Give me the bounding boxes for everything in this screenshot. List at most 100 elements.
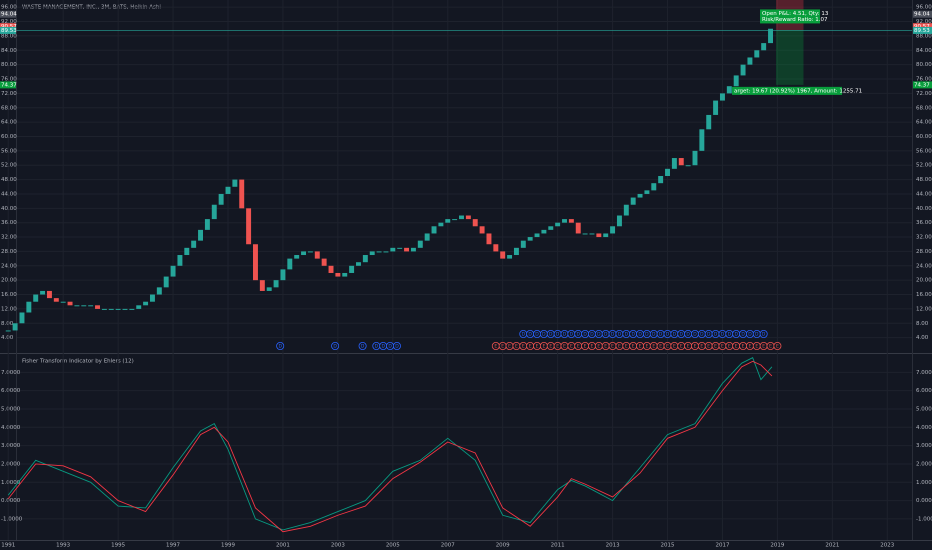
candle — [603, 233, 609, 238]
y-tick-label: -1.0000 — [1, 516, 23, 522]
event-label: D — [375, 344, 379, 350]
pnl-box — [760, 9, 821, 24]
event-label: E — [645, 344, 648, 350]
candle — [541, 229, 547, 234]
event-label: E — [563, 344, 566, 350]
y-tick-label: 56.00 — [916, 148, 932, 154]
target-zone — [776, 30, 804, 85]
candle — [754, 50, 760, 58]
candle — [513, 247, 519, 256]
candle — [726, 86, 732, 94]
x-tick-label: 2009 — [496, 543, 510, 549]
y-tick-label: 1.0000 — [1, 480, 21, 486]
y-tick-label: 52.00 — [1, 163, 17, 169]
event-label: E — [721, 344, 724, 350]
event-label: D — [728, 332, 732, 338]
event-label: D — [381, 344, 385, 350]
candle — [115, 308, 121, 310]
x-tick-label: 2017 — [715, 543, 729, 549]
event-label: D — [563, 332, 567, 338]
candle — [239, 179, 245, 209]
candle — [623, 204, 629, 216]
y-tick-label: 4.0000 — [916, 425, 932, 431]
event-label: E — [694, 344, 697, 350]
event-marker — [358, 341, 367, 350]
candle — [768, 28, 774, 44]
y-tick-label: 96.00 — [1, 5, 17, 11]
event-label: D — [556, 332, 560, 338]
candle — [534, 233, 540, 238]
price-label: 89.53 — [914, 28, 930, 34]
event-label: E — [680, 344, 683, 350]
x-tick-label: 2001 — [276, 543, 290, 549]
event-label: D — [625, 332, 629, 338]
price-label-box — [913, 23, 932, 31]
candle — [397, 247, 403, 249]
y-tick-label: 92.00 — [1, 19, 17, 25]
event-label: D — [659, 332, 663, 338]
event-label: D — [577, 332, 581, 338]
event-marker — [773, 341, 782, 350]
y-tick-label: 72.00 — [916, 91, 932, 97]
rr-label: Risk/Reward Ratio: 1.07 — [762, 17, 828, 23]
y-tick-label: 48.00 — [916, 177, 932, 183]
price-label: 94.04 — [914, 12, 930, 18]
event-marker — [276, 341, 285, 350]
candle — [713, 100, 719, 115]
event-label: D — [395, 344, 399, 350]
y-tick-label: 7.0000 — [1, 370, 21, 376]
candle — [706, 114, 712, 130]
y-tick-label: 92.00 — [916, 19, 932, 25]
candle — [246, 208, 252, 245]
event-label: D — [748, 332, 752, 338]
candle — [307, 251, 313, 253]
x-tick-label: 1997 — [166, 543, 180, 549]
event-label: E — [522, 344, 525, 350]
event-label: E — [700, 344, 703, 350]
candle — [548, 226, 554, 230]
candle — [431, 226, 437, 234]
event-label: E — [515, 344, 518, 350]
y-tick-label: 1.0000 — [916, 480, 932, 486]
event-marker — [331, 341, 340, 350]
event-label: D — [590, 332, 594, 338]
pnl-label: Open P&L: 4.51, Qty: 13 — [762, 11, 829, 17]
event-label: D — [631, 332, 635, 338]
candle — [60, 301, 66, 303]
event-label: E — [659, 344, 662, 350]
candle — [88, 305, 94, 307]
indicator-line — [7, 357, 773, 531]
y-tick-label: 68.00 — [1, 105, 17, 111]
y-tick-label: 4.00 — [1, 335, 14, 341]
event-label: E — [673, 344, 676, 350]
candle — [610, 226, 616, 234]
candle — [266, 287, 272, 291]
event-label: E — [556, 344, 559, 350]
candle — [301, 251, 307, 256]
candle — [740, 64, 746, 76]
event-label: D — [755, 332, 759, 338]
candle — [204, 219, 210, 230]
x-tick-label: 2021 — [825, 543, 839, 549]
candle — [562, 219, 567, 223]
candle — [349, 265, 355, 273]
x-tick-label: 2013 — [606, 543, 620, 549]
candle — [81, 305, 87, 307]
candle — [356, 262, 361, 266]
candle — [53, 298, 59, 302]
candle — [555, 222, 561, 227]
candle — [582, 233, 588, 235]
y-tick-label: 64.00 — [1, 120, 17, 126]
y-tick-label: 84.00 — [1, 48, 17, 54]
candle — [143, 301, 149, 306]
y-tick-label: 4.0000 — [1, 425, 21, 431]
x-tick-label: 2005 — [386, 543, 400, 549]
candle — [149, 294, 155, 302]
event-label: D — [707, 332, 711, 338]
event-label: D — [638, 332, 642, 338]
y-tick-label: 12.00 — [916, 306, 932, 312]
y-tick-label: 8.00 — [916, 321, 929, 327]
event-label: E — [577, 344, 580, 350]
y-tick-label: 32.00 — [916, 235, 932, 241]
y-tick-label: 60.00 — [916, 134, 932, 140]
